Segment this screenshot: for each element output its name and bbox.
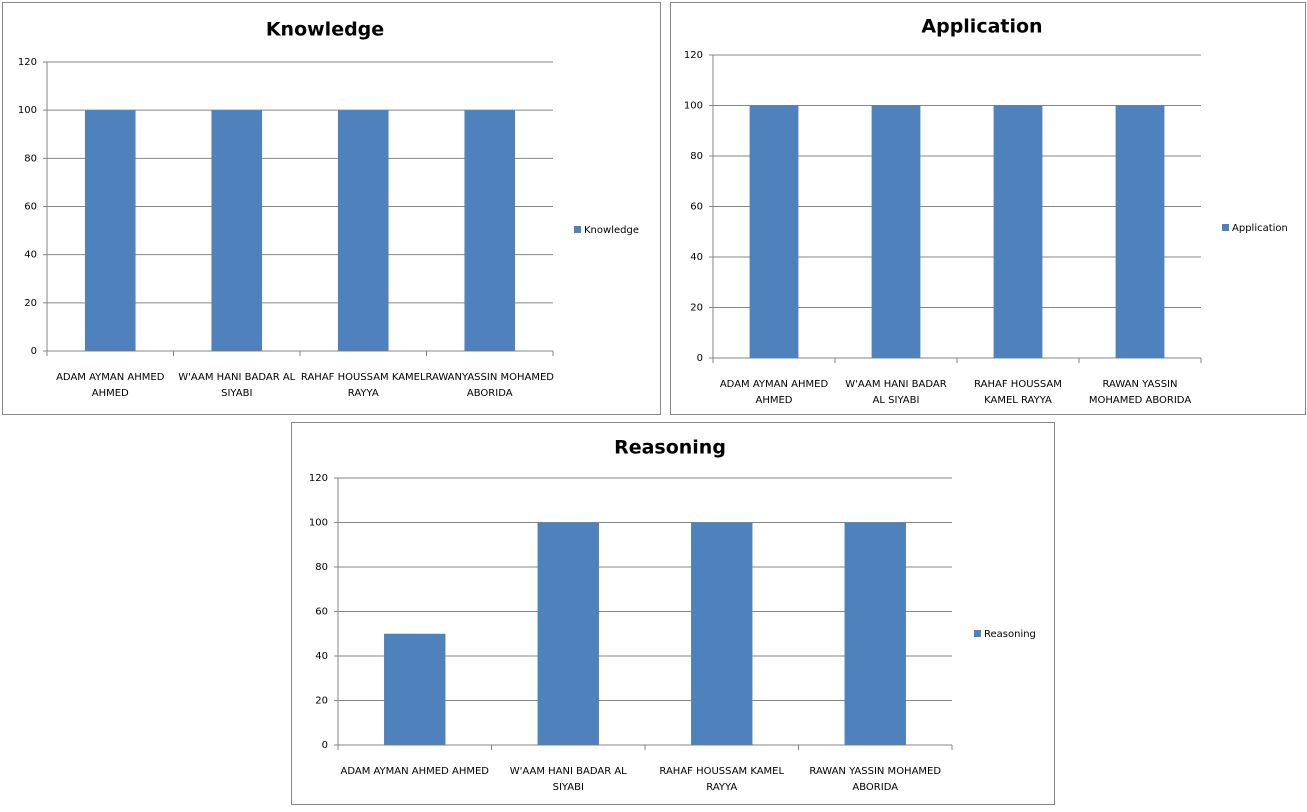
x-tick-label: RAHAF HOUSSAM KAMEL RAYYA — [974, 379, 1062, 406]
y-tick-label: 0 — [697, 353, 703, 364]
bar — [84, 110, 136, 352]
y-tick-label: 40 — [690, 252, 703, 263]
bar — [1115, 105, 1165, 358]
y-tick-label: 40 — [315, 651, 328, 662]
bar — [691, 522, 753, 745]
bar — [871, 105, 921, 358]
bar — [844, 522, 906, 745]
chart-title: Reasoning — [614, 437, 726, 459]
x-tick-label: RAWANYASSIN MOHAMED ABORIDA — [426, 372, 555, 399]
x-tick-label: RAHAF HOUSSAM KAMEL RAYYA — [301, 372, 426, 399]
y-tick-label: 20 — [315, 696, 328, 707]
bar — [337, 110, 389, 352]
y-tick-label: 60 — [315, 607, 328, 618]
y-tick-label: 20 — [690, 303, 703, 314]
y-tick-label: 0 — [322, 740, 328, 751]
y-tick-label: 80 — [315, 562, 328, 573]
legend-label: Knowledge — [584, 225, 639, 236]
bar — [993, 105, 1043, 358]
y-tick-label: 60 — [24, 202, 37, 213]
legend-swatch — [574, 226, 581, 233]
x-tick-label: RAHAF HOUSSAM KAMEL RAYYA — [659, 766, 784, 793]
legend-label: Application — [1232, 223, 1288, 234]
y-tick-label: 0 — [31, 346, 37, 357]
bar — [211, 110, 263, 352]
legend-swatch — [974, 630, 981, 637]
bar — [537, 522, 599, 745]
legend-label: Reasoning — [984, 629, 1036, 640]
y-tick-label: 120 — [18, 57, 37, 68]
y-tick-label: 100 — [684, 101, 703, 112]
chart-title: Knowledge — [266, 19, 384, 41]
x-tick-label: RAWAN YASSIN MOHAMED ABORIDA — [1089, 379, 1192, 406]
legend-swatch — [1222, 224, 1229, 231]
chart-frame — [291, 422, 1055, 805]
x-tick-label: ADAM AYMAN AHMED AHMED — [56, 372, 165, 399]
y-tick-label: 120 — [309, 473, 328, 484]
y-tick-label: 80 — [24, 153, 37, 164]
chart-title: Application — [921, 16, 1042, 38]
y-tick-label: 80 — [690, 151, 703, 162]
y-tick-label: 100 — [309, 518, 328, 529]
x-tick-label: RAWAN YASSIN MOHAMED ABORIDA — [809, 766, 941, 793]
y-tick-label: 120 — [684, 50, 703, 61]
y-tick-label: 100 — [18, 105, 37, 116]
bar — [384, 633, 446, 745]
bar — [464, 110, 516, 352]
x-tick-label: W'AAM HANI BADAR AL SIYABI — [845, 379, 946, 406]
x-tick-label: ADAM AYMAN AHMED AHMED — [340, 766, 489, 777]
x-tick-label: W'AAM HANI BADAR AL SIYABI — [178, 372, 295, 399]
y-tick-label: 40 — [24, 250, 37, 261]
x-tick-label: W'AAM HANI BADAR AL SIYABI — [510, 766, 627, 793]
x-tick-label: ADAM AYMAN AHMED AHMED — [720, 379, 829, 406]
y-tick-label: 60 — [690, 202, 703, 213]
y-tick-label: 20 — [24, 298, 37, 309]
bar — [749, 105, 799, 358]
